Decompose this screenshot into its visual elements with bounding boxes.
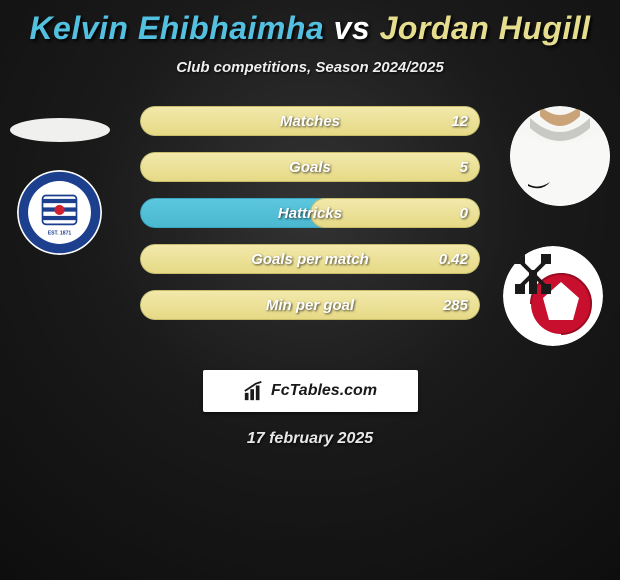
player2-avatar-icon bbox=[510, 106, 610, 206]
stat-bar-fill-right bbox=[140, 290, 480, 320]
stat-bar-fill-right bbox=[310, 198, 480, 228]
brand-chart-icon bbox=[243, 380, 265, 402]
svg-text:EST. 1871: EST. 1871 bbox=[48, 231, 72, 237]
player1-avatar bbox=[10, 118, 110, 142]
stat-bar-fill-right bbox=[140, 244, 480, 274]
stat-bar-row: Goals per match0.42 bbox=[140, 244, 480, 274]
player1-club-crest: READING FOOTBALL CLUB EST. 1871 bbox=[17, 170, 102, 255]
vs-text: vs bbox=[334, 10, 371, 46]
player2-avatar bbox=[510, 106, 610, 206]
brand-text: FcTables.com bbox=[271, 382, 377, 400]
player1-name: Kelvin Ehibhaimha bbox=[29, 10, 324, 46]
stat-bar-row: Goals5 bbox=[140, 152, 480, 182]
player2-name: Jordan Hugill bbox=[380, 10, 591, 46]
date-text: 17 february 2025 bbox=[0, 430, 620, 448]
stat-bar-fill-right bbox=[140, 152, 480, 182]
subtitle: Club competitions, Season 2024/2025 bbox=[0, 59, 620, 76]
stat-bar-fill-right bbox=[140, 106, 480, 136]
player2-club-crest bbox=[503, 246, 603, 346]
stat-bar-row: Hattricks0 bbox=[140, 198, 480, 228]
stat-bar-row: Matches12 bbox=[140, 106, 480, 136]
content-root: Kelvin Ehibhaimha vs Jordan Hugill Club … bbox=[0, 0, 620, 580]
stat-bar-row: Min per goal285 bbox=[140, 290, 480, 320]
stat-bars: Matches12 Goals5 Hattricks0 Goals per match… bbox=[140, 106, 480, 336]
comparison-area: READING FOOTBALL CLUB EST. 1871 bbox=[0, 106, 620, 356]
brand-box: FcTables.com bbox=[203, 370, 418, 412]
page-title: Kelvin Ehibhaimha vs Jordan Hugill bbox=[0, 0, 620, 47]
reading-crest-icon: READING FOOTBALL CLUB EST. 1871 bbox=[17, 170, 102, 255]
rotherham-crest-icon bbox=[503, 246, 603, 346]
